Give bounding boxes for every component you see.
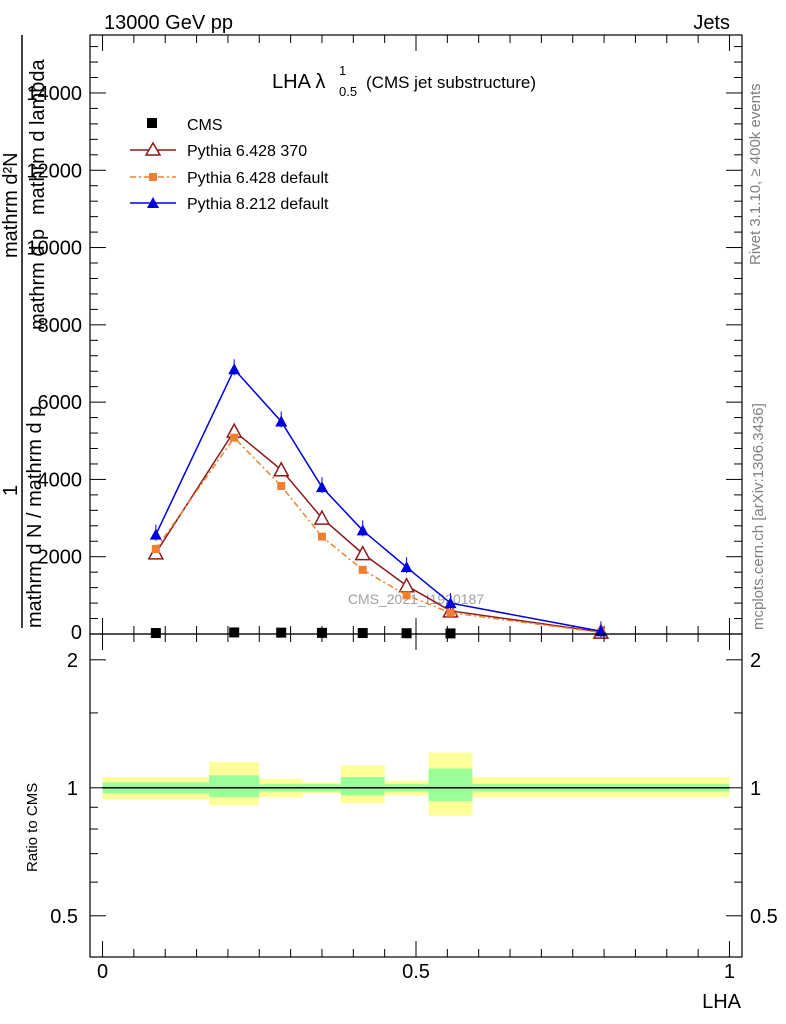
py6-default-point — [277, 481, 286, 490]
legend-py6-default-label: Pythia 6.428 default — [187, 170, 329, 187]
x-tick-labels: 0 0.5 1 — [97, 961, 735, 983]
main-y-ticks — [90, 46, 742, 635]
x-axis-label: LHA — [702, 991, 742, 1013]
y-tick-label: 10000 — [26, 238, 82, 260]
main-y-tick-labels: 2000 4000 6000 8000 10000 12000 14000 0 — [26, 83, 82, 644]
y-tick-label: 8000 — [38, 315, 83, 337]
legend-py8-marker — [147, 197, 159, 208]
header-category: Jets — [693, 12, 730, 34]
x-tick-label: 1 — [724, 961, 735, 983]
py6-default-point — [358, 565, 367, 574]
ratio-y-tick-label-left: 0.5 — [50, 906, 78, 928]
y-tick-label: 14000 — [26, 83, 82, 105]
cms-data-point — [357, 628, 368, 639]
title-suffix: (CMS jet substructure) — [366, 73, 536, 92]
title-sup: 1 — [339, 63, 346, 78]
legend: CMS Pythia 6.428 370 Pythia 6.428 defaul… — [130, 117, 329, 213]
ratio-bands — [102, 752, 730, 816]
ratio-ticks — [90, 634, 742, 957]
py8-point — [315, 481, 328, 493]
cms-data-point — [401, 628, 412, 639]
ratio-y-tick-label-right: 0.5 — [750, 906, 778, 928]
y-tick-label: 2000 — [38, 547, 83, 569]
ratio-band-inner — [340, 777, 385, 796]
ratio-y-tick-label-right: 2 — [750, 650, 761, 672]
y-label-top-2: mathrm d p — [27, 229, 49, 330]
py6-default-point — [446, 608, 455, 617]
ratio-band-inner — [428, 768, 473, 802]
cms-data-point — [276, 627, 287, 638]
rivet-label: Rivet 3.1.10, ≥ 400k events — [747, 83, 764, 265]
py8-point — [400, 561, 413, 573]
main-x-ticks — [102, 35, 730, 634]
y-label-top-1: mathrm d²N — [0, 152, 22, 258]
y-label-bottom: mathrm d N / mathrm d p — [24, 406, 46, 628]
ratio-y-tick-labels: 0.5 0.5 1 1 2 2 — [50, 650, 778, 928]
ratio-y-tick-label-left: 1 — [67, 778, 78, 800]
py6-default-point — [230, 433, 239, 442]
plot-title: LHA λ 1 0.5 (CMS jet substructure) — [272, 63, 536, 99]
series-line-3 — [155, 367, 602, 633]
ratio-y-tick-label-left: 2 — [67, 650, 78, 672]
main-y-axis-label: mathrm d²N mathrm d p mathrm d lambda 1 … — [0, 35, 49, 628]
title-main: LHA λ — [272, 71, 325, 93]
legend-cms-label: CMS — [187, 117, 223, 134]
ratio-band-inner — [209, 775, 260, 798]
cms-data-point — [229, 627, 240, 638]
legend-py6-default-marker — [149, 173, 157, 181]
y-tick-label: 4000 — [38, 469, 83, 491]
ratio-y-tick-label-right: 1 — [750, 778, 761, 800]
py6-default-point — [151, 544, 160, 553]
py6-370-point — [354, 545, 371, 561]
py8-point — [444, 597, 457, 609]
py8-point — [149, 528, 162, 540]
py6-default-point — [317, 532, 326, 541]
y-tick-label: 12000 — [26, 160, 82, 182]
py6-370-point — [398, 577, 415, 593]
mcplots-label: mcplots.cern.ch [arXiv:1306.3436] — [750, 403, 767, 630]
legend-py6-370-label: Pythia 6.428 370 — [187, 143, 307, 160]
series-layer — [147, 359, 610, 639]
legend-py8-label: Pythia 8.212 default — [187, 196, 329, 213]
title-sub: 0.5 — [339, 84, 357, 99]
series-line-2 — [155, 436, 602, 634]
py8-point — [228, 363, 241, 375]
py8-point — [356, 524, 369, 536]
x-tick-label: 0 — [97, 961, 108, 983]
ratio-y-label: Ratio to CMS — [24, 783, 41, 872]
py6-default-point — [402, 591, 411, 600]
py6-370-point — [313, 509, 331, 525]
cms-data-point — [316, 627, 327, 638]
y-tick-label-zero: 0 — [71, 622, 82, 644]
y-label-top-3: mathrm d lambda — [27, 59, 49, 215]
py8-point — [275, 415, 288, 427]
legend-cms-marker — [147, 118, 157, 128]
header-energy: 13000 GeV pp — [104, 12, 233, 34]
py6-370-point — [272, 461, 290, 477]
legend-py6-370-marker — [144, 141, 162, 156]
cms-data-point — [150, 628, 161, 639]
y-tick-label: 6000 — [38, 392, 83, 414]
x-tick-label: 0.5 — [402, 961, 430, 983]
y-label-frac-one: 1 — [0, 485, 22, 496]
